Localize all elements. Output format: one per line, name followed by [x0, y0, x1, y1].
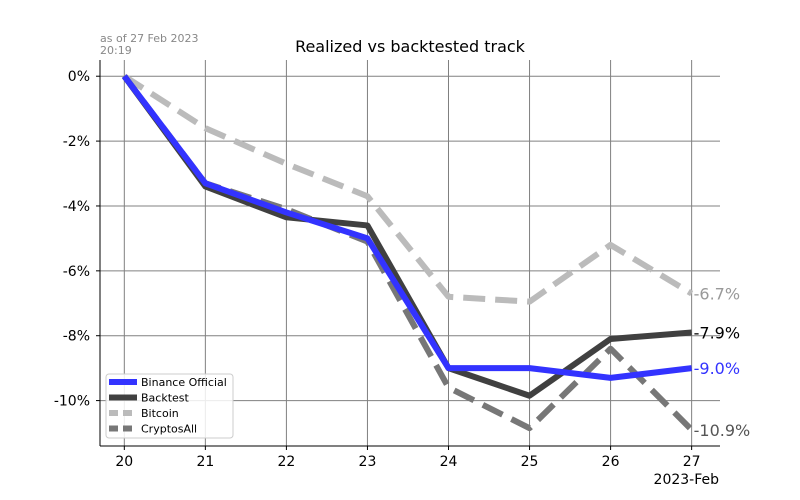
- series-line-bitcoin: [122, 73, 694, 305]
- legend-box: [105, 373, 234, 439]
- x-tick-label: 26: [602, 454, 620, 470]
- axes: [99, 60, 720, 447]
- y-tick-label: 0%: [68, 69, 90, 85]
- series-lines: [121, 73, 694, 432]
- series-line-backtest: [121, 74, 692, 399]
- legend-label: Binance Official: [141, 376, 227, 389]
- timestamp-note: as of 27 Feb 2023 20:19: [100, 33, 199, 57]
- chart-title: Realized vs backtested track: [295, 37, 526, 56]
- series-line-binance-official: [121, 74, 692, 381]
- x-tick-label: 20: [115, 454, 133, 470]
- legend: Binance Official Backtest Bitcoin CryptosAl…: [105, 373, 234, 439]
- y-tick-label: -4%: [63, 199, 90, 215]
- legend-label: Backtest: [141, 392, 190, 405]
- timestamp-time: 20:19: [100, 44, 132, 57]
- y-tick-label: -6%: [63, 264, 90, 280]
- end-label: -7.9%: [694, 323, 740, 342]
- legend-label: Bitcoin: [141, 407, 179, 420]
- x-axis-label: 2023-Feb: [654, 472, 720, 488]
- end-label: -9.0%: [694, 359, 740, 378]
- end-label: -10.9%: [694, 421, 751, 440]
- legend-label: CryptosAll: [141, 423, 197, 436]
- y-tick-label: -2%: [63, 134, 90, 150]
- y-axis-ticks: 0% -2% -4% -6% -8% -10%: [54, 69, 100, 410]
- end-label: -6.7%: [694, 285, 740, 304]
- x-tick-label: 22: [277, 454, 295, 470]
- y-tick-label: -8%: [63, 329, 90, 345]
- timestamp-date: as of 27 Feb 2023: [100, 32, 199, 45]
- x-tick-label: 27: [683, 454, 701, 470]
- x-tick-label: 25: [521, 454, 539, 470]
- x-tick-label: 24: [440, 454, 458, 470]
- end-labels: -9.0% -7.9% -6.7% -10.9%: [694, 285, 751, 440]
- x-tick-label: 23: [359, 454, 377, 470]
- x-axis-ticks: 20 21 22 23 24 25 26 27: [115, 446, 701, 470]
- x-tick-label: 21: [196, 454, 214, 470]
- y-tick-label: -10%: [54, 394, 90, 410]
